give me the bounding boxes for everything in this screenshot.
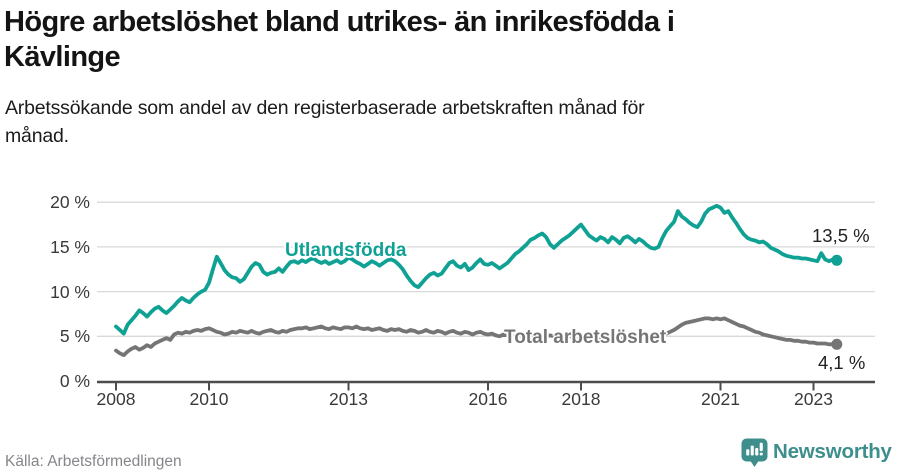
- newsworthy-bubble-chart-icon: [741, 438, 768, 467]
- newsworthy-wordmark: Newsworthy: [773, 440, 892, 463]
- x-tick-label: 2021: [701, 389, 740, 409]
- series-line: [114, 316, 839, 358]
- series-label-total-arbetsloshet: Total arbetslöshet: [504, 327, 667, 348]
- y-tick-label: 10 %: [50, 281, 90, 302]
- x-tick-label: 2010: [189, 389, 229, 409]
- y-tick-label: 5 %: [59, 326, 90, 347]
- series-label-utlandsfodda: Utlandsfödda: [285, 240, 407, 261]
- x-tick-label: 2018: [561, 389, 601, 409]
- y-tick-label: 20 %: [50, 192, 90, 213]
- x-tick-label: 2016: [468, 389, 508, 409]
- end-value-label-total: 4,1 %: [818, 352, 866, 373]
- title-line-2: Kävlinge: [4, 41, 121, 73]
- series-line: [114, 203, 839, 336]
- x-tick-label: 2023: [794, 389, 833, 409]
- series-end-dot: [831, 338, 843, 350]
- series-end-dot: [831, 254, 843, 266]
- x-tick-label: 2008: [96, 389, 136, 409]
- x-tick-label: 2013: [329, 389, 368, 409]
- title-line-1: Högre arbetslöshet bland utrikes- än inr…: [4, 6, 675, 38]
- subtitle-line-1: Arbetssökande som andel av den registerb…: [5, 97, 645, 119]
- chart-subtitle: Arbetssökande som andel av den registerb…: [5, 94, 845, 150]
- end-value-label-utlandsfodda: 13,5 %: [812, 225, 870, 246]
- subtitle-line-2: månad.: [5, 125, 69, 147]
- newsworthy-logo: Newsworthy: [740, 437, 900, 471]
- y-tick-label: 0 %: [59, 371, 90, 391]
- source-note: Källa: Arbetsförmedlingen: [5, 453, 182, 470]
- page-title: Högre arbetslöshet bland utrikes- än inr…: [4, 5, 884, 75]
- y-tick-label: 15 %: [50, 236, 90, 257]
